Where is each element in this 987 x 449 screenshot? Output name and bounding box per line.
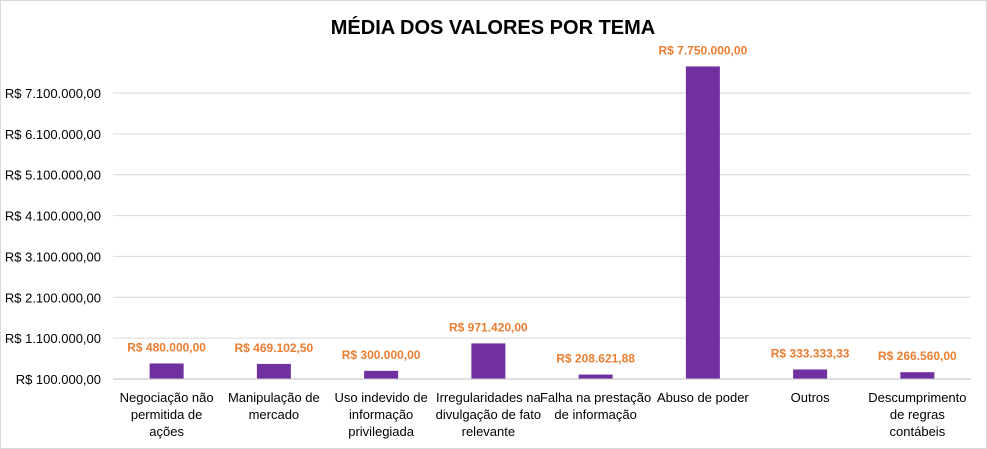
y-tick-label: R$ 7.100.000,00 bbox=[5, 86, 101, 101]
data-label: R$ 266.560,00 bbox=[878, 349, 957, 363]
x-tick-label-line: Negociação não bbox=[120, 390, 214, 405]
y-tick-label: R$ 3.100.000,00 bbox=[5, 249, 101, 264]
x-tick-label-line: de regras bbox=[890, 407, 945, 422]
x-tick-label: Falha na prestação de informação bbox=[540, 390, 651, 422]
data-label: R$ 300.000,00 bbox=[342, 348, 421, 362]
y-tick-label: R$ 5.100.000,00 bbox=[5, 168, 101, 183]
chart-title: MÉDIA DOS VALORES POR TEMA bbox=[331, 16, 655, 39]
x-tick-label: Uso indevido de informação privilegiada bbox=[335, 390, 428, 439]
x-tick-label-line: permitida de bbox=[131, 407, 203, 422]
data-label: R$ 7.750.000,00 bbox=[659, 43, 748, 57]
x-tick-label-line: informação bbox=[349, 407, 413, 422]
x-tick-label-line: contábeis bbox=[890, 424, 946, 439]
bar bbox=[256, 363, 291, 379]
data-labels: R$ 480.000,00 R$ 469.102,50 R$ 300.000,00 R… bbox=[127, 43, 957, 365]
x-axis: Negociação não permitida de ações Manipulaç… bbox=[113, 378, 971, 439]
x-tick-label: Irregularidades na divulgação de fato rele… bbox=[436, 390, 542, 439]
y-tick-label: R$ 1.100.000,00 bbox=[5, 331, 101, 346]
bars bbox=[149, 66, 935, 379]
bar bbox=[149, 363, 184, 379]
x-tick-label-line: Irregularidades na bbox=[436, 390, 542, 405]
x-tick-label: Manipulação de mercado bbox=[228, 390, 320, 422]
x-tick-label-line: relevante bbox=[462, 424, 515, 439]
gridlines bbox=[113, 92, 971, 380]
bar bbox=[900, 372, 935, 379]
y-axis: R$ 100.000,00 R$ 1.100.000,00 R$ 2.100.000… bbox=[5, 86, 101, 387]
data-label: R$ 208.621,88 bbox=[556, 352, 635, 366]
x-tick-label-line: Falha na prestação bbox=[540, 390, 651, 405]
x-tick-label-line: de informação bbox=[554, 407, 636, 422]
bar bbox=[793, 369, 828, 379]
x-tick-label-line: Outros bbox=[791, 390, 831, 405]
y-tick-label: R$ 100.000,00 bbox=[16, 372, 101, 387]
data-label: R$ 971.420,00 bbox=[449, 320, 528, 334]
x-tick-label: Outros bbox=[791, 390, 831, 405]
y-tick-label: R$ 6.100.000,00 bbox=[5, 127, 101, 142]
bar bbox=[471, 343, 506, 379]
data-label: R$ 469.102,50 bbox=[235, 341, 314, 355]
x-tick-label-line: Uso indevido de bbox=[335, 390, 428, 405]
bar bbox=[685, 66, 720, 379]
x-tick-label-line: Descumprimento bbox=[868, 390, 966, 405]
bar bbox=[364, 370, 399, 379]
y-tick-label: R$ 4.100.000,00 bbox=[5, 209, 101, 224]
x-tick-label: Descumprimento de regras contábeis bbox=[868, 390, 966, 439]
x-tick-label-line: mercado bbox=[249, 407, 300, 422]
x-tick-label-line: Abuso de poder bbox=[657, 390, 749, 405]
x-tick-label-line: Manipulação de bbox=[228, 390, 320, 405]
bar bbox=[578, 374, 613, 379]
x-tick-label-line: privilegiada bbox=[348, 424, 415, 439]
x-tick-label: Negociação não permitida de ações bbox=[120, 390, 214, 439]
x-tick-label-line: ações bbox=[149, 424, 184, 439]
data-label: R$ 333.333,33 bbox=[771, 346, 850, 360]
x-tick-label-line: divulgação de fato bbox=[436, 407, 542, 422]
x-tick-label: Abuso de poder bbox=[657, 390, 749, 405]
data-label: R$ 480.000,00 bbox=[127, 340, 206, 354]
y-tick-label: R$ 2.100.000,00 bbox=[5, 290, 101, 305]
